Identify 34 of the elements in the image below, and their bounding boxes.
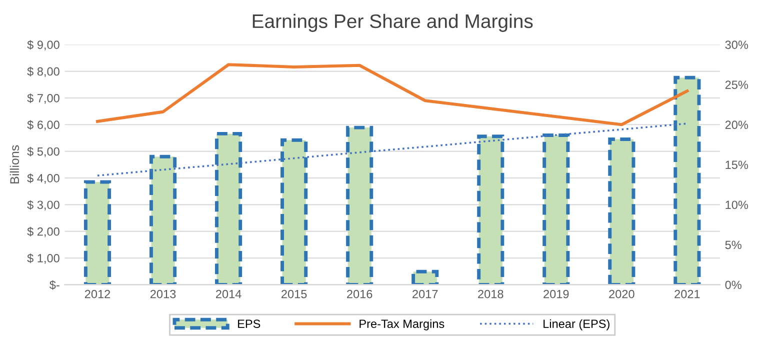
legend-label: Pre-Tax Margins [360, 319, 444, 330]
y-tick-label: $ 4,00 [27, 174, 60, 184]
y-axis-title: Billions [10, 145, 20, 184]
x-tick-label: 2020 [609, 290, 634, 298]
y-tick-label: $ 6,00 [27, 120, 60, 130]
y2-tick-label: 25% [725, 80, 748, 89]
y2-tick-label: 20% [725, 120, 748, 130]
x-tick-label: 2019 [544, 290, 569, 298]
x-tick-label: 2021 [674, 290, 700, 298]
line-series [96, 63, 689, 126]
x-tick-label: 2012 [84, 290, 110, 298]
y2-tick-label: 5% [725, 240, 742, 250]
y-tick-label: $ 2,00 [27, 226, 60, 238]
y-tick-label: $ 8,00 [27, 66, 60, 78]
y-tick-label: $ 5,00 [27, 146, 60, 158]
y-tick-label: $ 1,00 [27, 254, 60, 264]
x-tick-label: 2014 [216, 290, 242, 298]
line-series [96, 122, 688, 176]
x-tick-label: 2016 [347, 290, 372, 298]
y-tick-label: $ 9,00 [27, 40, 60, 50]
y2-tick-label: 10% [726, 200, 748, 210]
x-tick-label: 2013 [150, 290, 176, 298]
legend-label: Linear (EPS) [544, 319, 610, 330]
x-tick-label: 2015 [282, 290, 307, 298]
x-tick-label: 2017 [412, 290, 438, 298]
chart-title: Earnings Per Share and Margins [252, 14, 533, 32]
y-tick-label: $ 3,00 [27, 200, 60, 210]
y-tick-label: $- [50, 280, 60, 290]
y2-tick-label: 30% [725, 40, 748, 49]
y2-tick-label: 15% [726, 160, 748, 170]
legend-label: EPS [238, 320, 260, 328]
y2-tick-label: 0% [725, 280, 742, 290]
x-tick-label: 2018 [478, 290, 504, 298]
y-tick-label: $ 7,00 [27, 93, 60, 104]
